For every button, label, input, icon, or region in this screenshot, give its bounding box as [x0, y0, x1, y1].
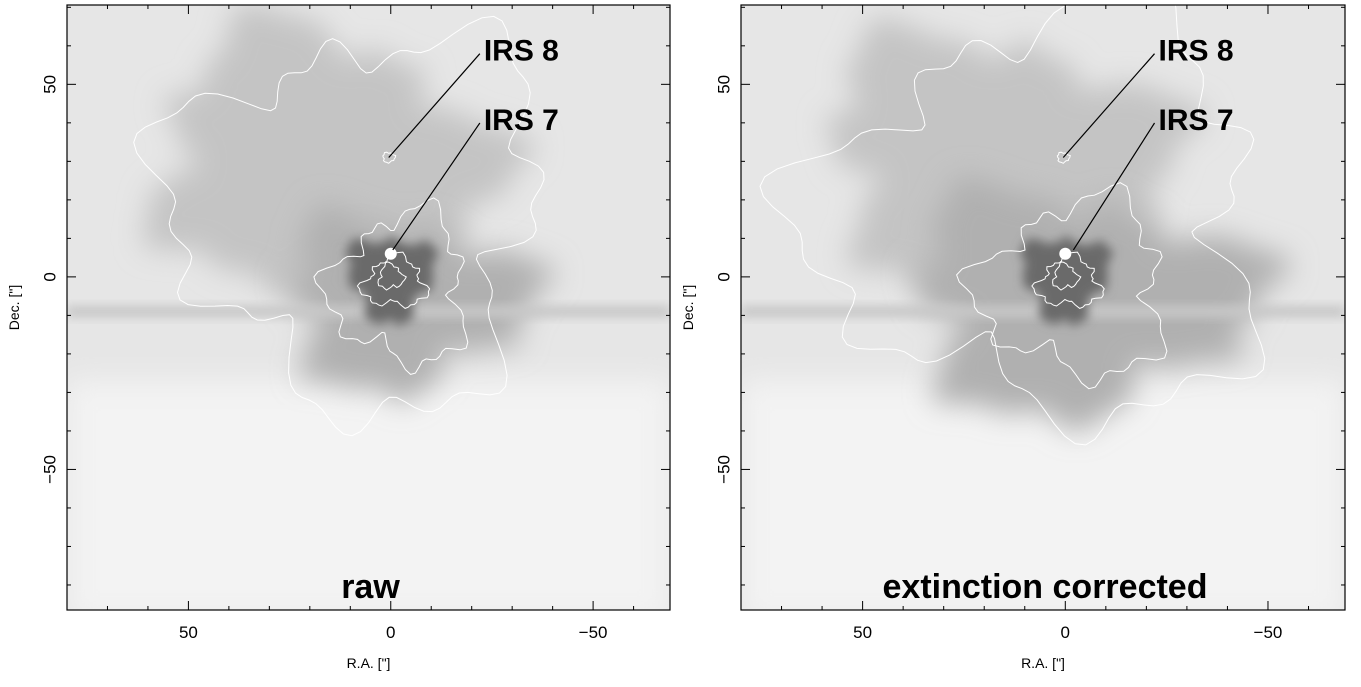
annotation: IRS 7	[484, 104, 559, 137]
x-tick-label: 0	[1061, 623, 1070, 642]
frame	[740, 4, 1346, 611]
x-tick-label: 50	[179, 623, 198, 642]
panel-label: raw	[341, 568, 400, 606]
image-light	[741, 380, 1345, 610]
contour	[1031, 251, 1105, 309]
image	[741, 5, 1345, 610]
x-tick-label: −50	[1254, 623, 1283, 642]
annotation: IRS 8	[1159, 35, 1234, 68]
annotation: IRS 8	[484, 35, 559, 68]
contour	[377, 261, 407, 291]
x-tick-label: 0	[386, 623, 395, 642]
x-tick-label: −50	[579, 623, 608, 642]
image-core	[1019, 234, 1114, 327]
contour	[956, 182, 1168, 390]
image-cloud	[826, 16, 1206, 303]
image	[67, 5, 670, 610]
panel-label: extinction corrected	[883, 568, 1208, 606]
contour	[133, 15, 545, 437]
annotation-line	[392, 122, 481, 251]
y-axis-label: Dec. ["]	[6, 285, 22, 330]
image-light	[67, 380, 670, 610]
panel: 50 0 −50 −50 0 50 R.A. ["] Dec. ["] IRS 8 IRS 7 ra…	[6, 4, 671, 671]
y-tick-label: 50	[40, 75, 59, 94]
annotation-line	[1072, 122, 1156, 251]
y-axis-label: Dec. ["]	[680, 285, 696, 330]
y-tick-label: 50	[714, 75, 733, 94]
contour	[313, 197, 469, 375]
x-axis-label: R.A. ["]	[1021, 655, 1065, 671]
image-cloud	[910, 175, 1290, 433]
y-tick-label: −50	[714, 455, 733, 484]
contour	[759, 5, 1266, 446]
annotation: IRS 7	[1159, 104, 1234, 137]
contour	[1052, 261, 1082, 291]
panel: 50 0 −50 −50 0 50 R.A. ["] Dec. ["] IRS 8 IRS 7 ex…	[680, 4, 1346, 671]
contour	[356, 251, 431, 309]
image-cloud	[143, 5, 535, 296]
y-tick-label: −50	[40, 455, 59, 484]
y-tick-label: 0	[714, 272, 733, 281]
annotation-line	[1062, 53, 1155, 158]
x-axis-label: R.A. ["]	[347, 655, 391, 671]
image-core	[345, 234, 439, 327]
frame	[66, 4, 671, 611]
y-tick-label: 0	[40, 272, 59, 281]
x-tick-label: 50	[853, 623, 872, 642]
annotation-line	[388, 53, 481, 158]
